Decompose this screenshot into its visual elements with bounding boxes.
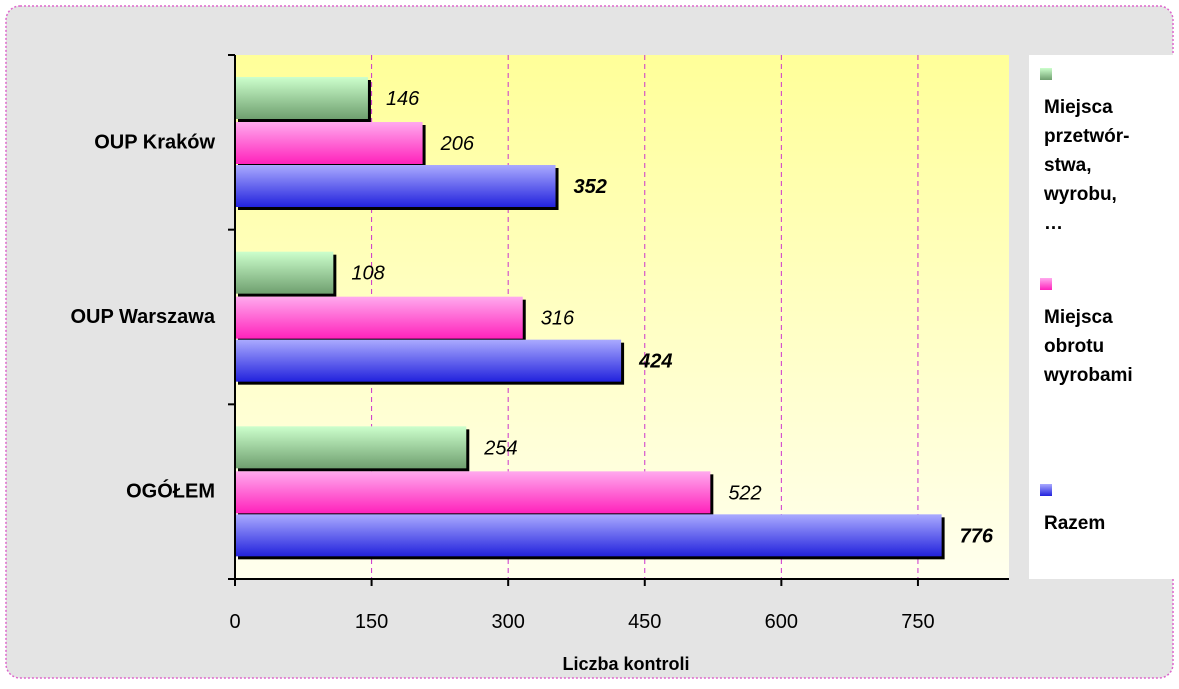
bar-2-series-2 <box>235 296 523 339</box>
legend-swatch-3 <box>1040 484 1052 496</box>
data-label: 206 <box>440 133 475 155</box>
legend-swatch-1 <box>1040 68 1052 80</box>
axes <box>228 54 1009 586</box>
legend-label: Miejsca <box>1044 97 1113 118</box>
bars <box>235 77 945 560</box>
x-tick-label: 0 <box>229 611 240 633</box>
x-tick-label: 300 <box>491 611 524 633</box>
legend-label: przetwór- <box>1044 126 1130 147</box>
legend-swatch-2 <box>1040 278 1052 290</box>
bar-1-series-2 <box>235 122 423 164</box>
legend-box <box>1029 55 1179 579</box>
bar-3-series-1 <box>235 426 467 469</box>
legend: Miejsca przetwór-stwa, wyrobu, … Miejsca obro… <box>1040 68 1133 534</box>
legend-label: Miejsca <box>1044 307 1113 328</box>
data-label: 352 <box>574 176 607 198</box>
legend-label: wyrobami <box>1043 365 1133 386</box>
legend-label: wyrobu, <box>1043 184 1117 205</box>
data-label: 424 <box>638 351 672 373</box>
category-label: OUP Kraków <box>94 131 215 153</box>
category-label: OUP Warszawa <box>70 306 215 328</box>
data-label: 108 <box>351 263 384 285</box>
data-label: 316 <box>541 308 575 330</box>
legend-label: stwa, <box>1044 155 1092 176</box>
x-tick-label: 150 <box>355 611 388 633</box>
data-label: 254 <box>483 437 517 459</box>
data-label: 522 <box>728 482 761 504</box>
data-label: 146 <box>386 88 420 110</box>
bar-1-series-1 <box>235 77 368 119</box>
bar-1-series-3 <box>235 165 556 207</box>
x-tick-label: 450 <box>628 611 661 633</box>
bar-2-series-3 <box>235 339 622 382</box>
category-label: OGÓŁEM <box>126 479 215 503</box>
legend-label: Razem <box>1044 513 1105 534</box>
bar-2-series-1 <box>235 251 334 294</box>
x-axis-label: Liczba kontroli <box>562 654 689 674</box>
legend-label: … <box>1044 213 1063 234</box>
legend-label: obrotu <box>1044 336 1104 357</box>
data-labels: 146 206 352 108 316 424 254 522 776 <box>351 88 994 547</box>
x-tick-label: 600 <box>765 611 798 633</box>
bar-3-series-3 <box>235 514 942 557</box>
data-label: 776 <box>960 525 994 547</box>
tick-labels: OUP Kraków OUP Warszawa OGÓŁEM 0 150 300 450 60… <box>70 131 934 633</box>
bar-3-series-2 <box>235 471 711 514</box>
x-tick-label: 750 <box>901 611 934 633</box>
